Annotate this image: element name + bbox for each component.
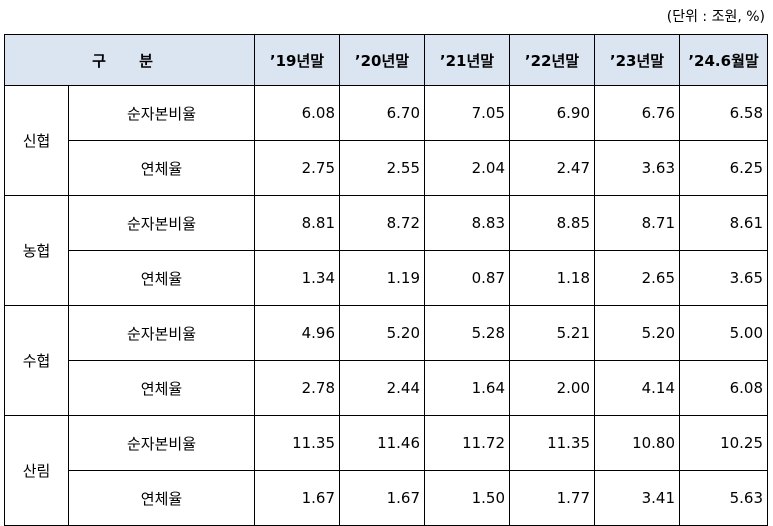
unit-note: (단위 : 조원, %) <box>666 9 765 25</box>
value-cell: 2.65 <box>594 250 681 306</box>
table-row: 산림 순자본비율 11.35 11.46 11.72 11.35 10.80 1… <box>4 415 769 526</box>
metric-name: 순자본비율 <box>67 195 256 251</box>
value-cell: 6.08 <box>679 360 769 416</box>
group-name: 신협 <box>4 85 69 196</box>
value-cell: 1.67 <box>339 470 426 526</box>
value-cell: 5.21 <box>509 305 596 361</box>
value-cell: 1.64 <box>424 360 511 416</box>
value-cell: 6.58 <box>679 85 769 141</box>
value-cell: 6.90 <box>509 85 596 141</box>
metric-name: 순자본비율 <box>67 305 256 361</box>
value-cell: 8.61 <box>679 195 769 251</box>
value-cell: 8.71 <box>594 195 681 251</box>
value-cell: 10.80 <box>594 415 681 471</box>
value-cell: 2.78 <box>254 360 341 416</box>
table-row: 신협 순자본비율 6.08 6.70 7.05 6.90 6.76 6.58 <box>4 85 769 196</box>
value-cell: 0.87 <box>424 250 511 306</box>
value-cell: 8.83 <box>424 195 511 251</box>
column-header: ’21년말 <box>424 34 511 86</box>
column-header: ’23년말 <box>594 34 681 86</box>
metric-name: 연체율 <box>67 250 256 306</box>
table-row: 연체율 2.75 2.55 2.04 2.47 3.63 6.25 <box>5 140 769 196</box>
value-cell: 2.44 <box>339 360 426 416</box>
value-cell: 1.77 <box>509 470 596 526</box>
column-header: ’20년말 <box>339 34 426 86</box>
value-cell: 2.00 <box>509 360 596 416</box>
value-cell: 3.65 <box>679 250 769 306</box>
metric-name: 연체율 <box>67 140 256 196</box>
value-cell: 10.25 <box>679 415 769 471</box>
value-cell: 5.20 <box>594 305 681 361</box>
table-row: 농협 순자본비율 8.81 8.72 8.83 8.85 8.71 8.61 <box>4 195 769 306</box>
value-cell: 5.28 <box>424 305 511 361</box>
value-cell: 8.85 <box>509 195 596 251</box>
value-cell: 6.70 <box>339 85 426 141</box>
value-cell: 5.20 <box>339 305 426 361</box>
value-cell: 1.19 <box>339 250 426 306</box>
value-cell: 11.46 <box>339 415 426 471</box>
value-cell: 5.63 <box>679 470 769 526</box>
column-header: ’22년말 <box>509 34 596 86</box>
table-row: 연체율 2.78 2.44 1.64 2.00 4.14 6.08 <box>5 360 769 416</box>
value-cell: 5.00 <box>679 305 769 361</box>
value-cell: 11.35 <box>254 415 341 471</box>
metric-name: 연체율 <box>67 470 256 526</box>
value-cell: 1.50 <box>424 470 511 526</box>
value-cell: 11.72 <box>424 415 511 471</box>
metric-name: 연체율 <box>67 360 256 416</box>
group-name: 농협 <box>4 195 69 306</box>
value-cell: 6.08 <box>254 85 341 141</box>
value-cell: 6.25 <box>679 140 769 196</box>
column-header: ’19년말 <box>254 34 341 86</box>
value-cell: 8.72 <box>339 195 426 251</box>
value-cell: 4.96 <box>254 305 341 361</box>
table-row: 연체율 1.34 1.19 0.87 1.18 2.65 3.65 <box>5 250 769 306</box>
value-cell: 1.67 <box>254 470 341 526</box>
value-cell: 2.47 <box>509 140 596 196</box>
metric-name: 순자본비율 <box>67 415 256 471</box>
table-row: 수협 순자본비율 4.96 5.20 5.28 5.21 5.20 5.00 <box>4 305 769 416</box>
value-cell: 7.05 <box>424 85 511 141</box>
value-cell: 3.41 <box>594 470 681 526</box>
column-header: ’24.6월말 <box>679 34 769 86</box>
value-cell: 8.81 <box>254 195 341 251</box>
header-row: 구 분 ’19년말 ’20년말 ’21년말 ’22년말 ’23년말 ’24.6월… <box>3 34 769 86</box>
table-row: 연체율 1.67 1.67 1.50 1.77 3.41 5.63 <box>5 470 769 526</box>
value-cell: 3.63 <box>594 140 681 196</box>
metric-name: 순자본비율 <box>67 85 256 141</box>
value-cell: 1.18 <box>509 250 596 306</box>
value-cell: 11.35 <box>509 415 596 471</box>
value-cell: 6.76 <box>594 85 681 141</box>
data-table: 구 분 ’19년말 ’20년말 ’21년말 ’22년말 ’23년말 ’24.6월… <box>3 34 769 526</box>
group-name: 수협 <box>4 305 69 416</box>
value-cell: 1.34 <box>254 250 341 306</box>
value-cell: 4.14 <box>594 360 681 416</box>
value-cell: 2.75 <box>254 140 341 196</box>
group-name: 산림 <box>4 415 69 526</box>
value-cell: 2.04 <box>424 140 511 196</box>
header-label: 구 분 <box>3 34 256 86</box>
value-cell: 2.55 <box>339 140 426 196</box>
